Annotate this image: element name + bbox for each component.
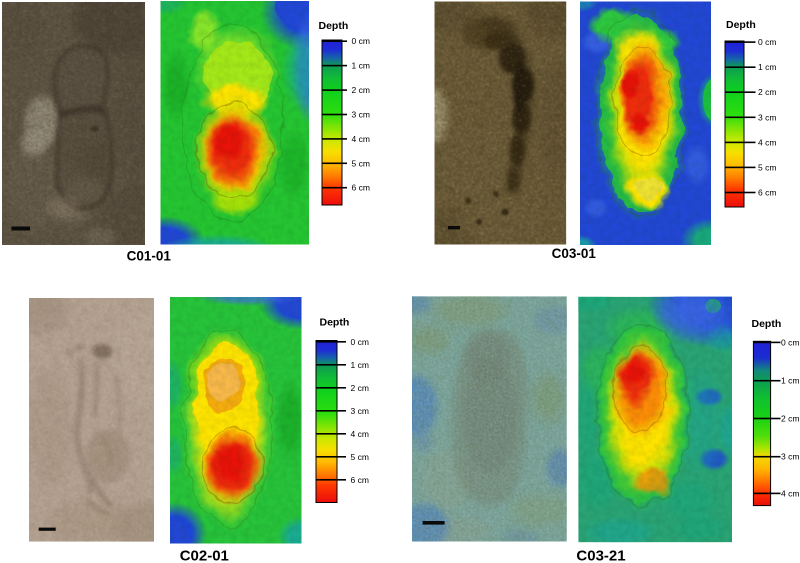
svg-text:3 cm: 3 cm <box>351 406 369 416</box>
svg-text:1 cm: 1 cm <box>758 62 776 72</box>
svg-text:6 cm: 6 cm <box>352 183 370 193</box>
svg-text:0 cm: 0 cm <box>758 37 776 47</box>
svg-text:C03-21: C03-21 <box>576 548 625 563</box>
svg-text:Depth: Depth <box>320 317 350 329</box>
svg-text:4 cm: 4 cm <box>758 137 776 147</box>
svg-text:4 cm: 4 cm <box>352 134 370 144</box>
svg-text:2 cm: 2 cm <box>781 414 799 424</box>
svg-text:3 cm: 3 cm <box>758 112 776 122</box>
svg-text:4 cm: 4 cm <box>351 429 369 439</box>
svg-text:Depth: Depth <box>752 318 782 330</box>
svg-text:Depth: Depth <box>726 19 756 31</box>
svg-text:C01-01: C01-01 <box>127 249 172 264</box>
svg-text:4 cm: 4 cm <box>781 488 799 498</box>
svg-text:C02-01: C02-01 <box>180 548 229 563</box>
svg-text:5 cm: 5 cm <box>758 162 776 172</box>
svg-text:1 cm: 1 cm <box>351 360 369 370</box>
svg-text:2 cm: 2 cm <box>758 87 776 97</box>
svg-text:3 cm: 3 cm <box>352 110 370 120</box>
svg-text:Depth: Depth <box>319 20 349 32</box>
svg-text:0 cm: 0 cm <box>781 337 799 347</box>
svg-text:5 cm: 5 cm <box>351 452 369 462</box>
svg-text:C03-01: C03-01 <box>552 246 597 261</box>
svg-text:5 cm: 5 cm <box>352 158 370 168</box>
svg-text:0 cm: 0 cm <box>351 337 369 347</box>
svg-text:0 cm: 0 cm <box>352 36 370 46</box>
svg-text:1 cm: 1 cm <box>781 376 799 386</box>
svg-text:6 cm: 6 cm <box>351 475 369 485</box>
svg-text:2 cm: 2 cm <box>352 85 370 95</box>
svg-text:1 cm: 1 cm <box>352 61 370 71</box>
svg-text:6 cm: 6 cm <box>758 188 776 198</box>
svg-text:3 cm: 3 cm <box>781 452 799 462</box>
svg-text:2 cm: 2 cm <box>351 383 369 393</box>
